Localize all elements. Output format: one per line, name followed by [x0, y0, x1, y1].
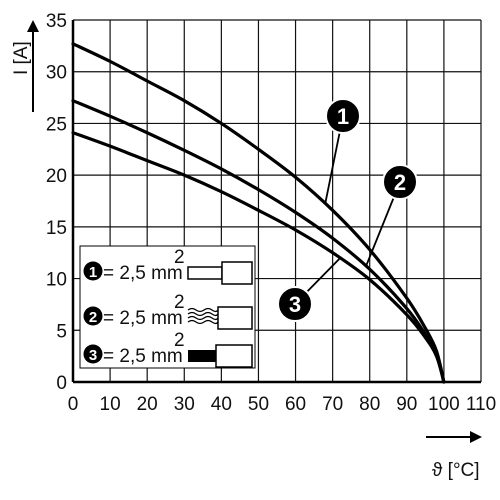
- callout-label-1: 1: [337, 104, 349, 129]
- axes: [71, 20, 481, 384]
- callout-badge-1: [325, 98, 361, 134]
- legend-superscript: 2: [174, 330, 185, 351]
- y-tick-label: 35: [46, 11, 67, 32]
- ferrule-stub: [187, 266, 223, 280]
- legend-badge-3: [83, 344, 103, 364]
- y-tick-label: 10: [46, 270, 67, 291]
- legend-badge-label: 1: [89, 264, 97, 281]
- y-tick-label: 30: [46, 63, 67, 84]
- solid-conductor: [188, 350, 216, 362]
- wire-strand: [187, 311, 219, 317]
- legend-text: = 2,5 mm: [103, 263, 183, 284]
- legend-text: = 2,5 mm: [103, 346, 183, 367]
- wire-sleeve: [217, 306, 253, 330]
- ferrule-sleeve: [221, 261, 253, 285]
- x-tick-label: 0: [68, 394, 79, 415]
- ferrule-icon: [187, 261, 253, 285]
- x-tick-label: 50: [248, 394, 269, 415]
- callout-badge-3: [277, 286, 313, 322]
- x-tick-label: 40: [211, 394, 232, 415]
- x-tick-label: 30: [174, 394, 195, 415]
- y-tick-label: 20: [46, 166, 67, 187]
- x-axis-arrow-head: [470, 431, 482, 443]
- solid-sleeve: [215, 344, 253, 368]
- x-tick-labels: 0 10 20 30 40 50 60 70 80 90 100 110: [68, 394, 496, 415]
- x-tick-label: 70: [322, 394, 343, 415]
- y-tick-labels: 0 5 10 15 20 25 30 35: [46, 11, 67, 394]
- x-tick-label: 90: [396, 394, 417, 415]
- callout-badge-2: [382, 164, 418, 200]
- series-lines: [71, 42, 446, 384]
- series-line-2: [71, 99, 446, 384]
- legend-superscript: 2: [174, 292, 185, 313]
- series-line-3: [71, 131, 446, 384]
- y-tick-label: 15: [46, 218, 67, 239]
- y-tick-label: 25: [46, 114, 67, 135]
- series-line-1: [71, 42, 446, 384]
- y-axis-arrow-head: [27, 20, 39, 32]
- legend-badge-label: 2: [89, 309, 97, 326]
- y-tick-label: 0: [56, 373, 67, 394]
- solid-wire-ferrule-icon: [188, 344, 253, 368]
- wire-strand: [187, 307, 219, 313]
- x-tick-label: 10: [100, 394, 121, 415]
- wire-strand: [187, 315, 219, 321]
- stranded-wire-icon: [187, 306, 253, 330]
- x-axis-title: ϑ [°C]: [432, 460, 480, 481]
- callout-label-2: 2: [394, 170, 406, 195]
- legend-superscript: 2: [174, 247, 185, 268]
- axis-titles: I [A] ϑ [°C]: [11, 20, 482, 481]
- legend-badge-2: [83, 306, 103, 326]
- x-tick-label: 110: [466, 394, 496, 415]
- y-axis-title: I [A]: [11, 41, 32, 75]
- legend-text: = 2,5 mm: [103, 308, 183, 329]
- x-tick-label: 20: [137, 394, 158, 415]
- y-tick-label: 5: [56, 321, 67, 342]
- callout-label-3: 3: [289, 292, 301, 317]
- legend-badge-1: [83, 261, 103, 281]
- legend-badge-label: 3: [89, 347, 97, 364]
- x-tick-label: 80: [359, 394, 380, 415]
- wire-strand: [187, 319, 219, 325]
- x-tick-label: 60: [285, 394, 306, 415]
- x-tick-label: 100: [428, 394, 460, 415]
- series-callouts: 1 2 3: [277, 98, 418, 322]
